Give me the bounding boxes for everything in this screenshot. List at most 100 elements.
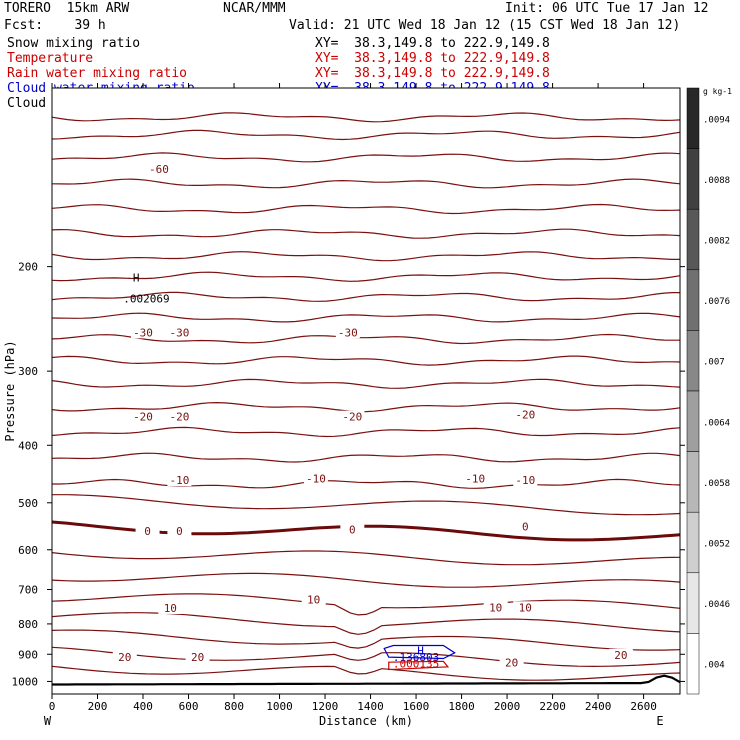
plot-frame — [51, 87, 681, 695]
header-init: Init: 06 UTC Tue 17 Jan 12 — [505, 1, 709, 16]
legend-field-xy: XY= 38.3,149.8 to 222.9,149.8 — [315, 51, 550, 66]
cloud-water-contour — [383, 644, 456, 660]
isotherm-line — [51, 646, 681, 668]
colorbar-tick-label: .0082 — [703, 237, 730, 247]
isotherm-label: -20 — [515, 409, 535, 422]
x-tick-label: 1600 — [403, 700, 430, 713]
plot-area — [52, 88, 680, 694]
legend-field-name: Temperature — [7, 51, 94, 66]
isotherm-label-bg — [112, 651, 137, 664]
y-tick-label: 900 — [18, 648, 38, 661]
isotherm-line — [51, 629, 681, 651]
isotherm-line — [52, 478, 681, 489]
colorbar-swatch — [686, 148, 700, 210]
isotherm-label: -20 — [133, 411, 153, 424]
colorbar-tick-label: .007 — [703, 358, 725, 368]
isotherm-label-bg — [131, 326, 156, 339]
isotherm-line — [51, 452, 681, 463]
isotherm-label: 20 — [191, 651, 204, 664]
isotherm-line — [51, 333, 680, 345]
y-tick-label: 1000 — [12, 675, 39, 688]
isotherm-line — [51, 178, 681, 189]
isotherm-line — [51, 228, 681, 239]
west-label: W — [44, 714, 52, 728]
isotherm-label-bg — [135, 525, 160, 538]
x-tick-label: 2000 — [494, 700, 521, 713]
isotherm-label: 20 — [118, 651, 131, 664]
x-tick-label: 2600 — [630, 700, 657, 713]
isotherm-line — [51, 251, 680, 262]
isotherm-label: 0 — [522, 520, 529, 533]
isotherm-line — [51, 355, 681, 366]
x-tick-label: 600 — [179, 700, 199, 713]
isotherm-label: -30 — [133, 326, 153, 339]
isotherm-label-bg — [301, 593, 326, 606]
isotherm-label-bg — [185, 651, 210, 664]
extremum-annotation: .136803 — [393, 651, 439, 664]
isotherm-label-bg — [513, 408, 538, 421]
isotherm-label: -30 — [169, 326, 189, 339]
x-tick-label: 1200 — [312, 700, 339, 713]
colorbar-tick-label: .0046 — [703, 600, 730, 610]
x-tick-label: 1400 — [357, 700, 384, 713]
isotherm-line — [51, 129, 681, 141]
colorbar-swatch — [686, 390, 700, 452]
header-fcst: Fcst: 39 h — [4, 18, 106, 33]
extremum-annotation: H — [417, 644, 424, 657]
x-tick-label: 1800 — [448, 700, 475, 713]
isotherm-label-bg — [167, 525, 192, 538]
isotherm-label: 0 — [144, 525, 151, 538]
header-model: TORERO 15km ARW — [4, 1, 130, 16]
y-tick-label: 400 — [18, 439, 38, 452]
isotherm-line — [52, 494, 681, 516]
isotherm-label-bg — [608, 648, 633, 661]
isotherm-label: -10 — [306, 472, 326, 485]
isotherm-label: 0 — [349, 524, 356, 537]
x-axis-label: Distance (km) — [319, 714, 413, 728]
legend-field-name: Snow mixing ratio — [7, 36, 141, 51]
isotherm-line — [51, 665, 681, 681]
colorbar-swatch — [686, 633, 700, 695]
colorbar-unit: g kg-1 — [703, 87, 732, 96]
isotherm-label-bg — [513, 520, 538, 533]
y-tick-label: 500 — [18, 497, 38, 510]
colorbar-swatch — [686, 208, 700, 271]
colorbar-swatch — [686, 269, 700, 331]
colorbar-tick-label: .0064 — [703, 418, 730, 428]
y-axis-label: Pressure (hPa) — [3, 340, 17, 441]
x-tick-label: 1000 — [266, 700, 293, 713]
isotherm-line — [51, 426, 681, 438]
y-tick-label: 300 — [18, 365, 38, 378]
colorbar-swatch — [686, 511, 700, 574]
isotherm-label-bg — [303, 472, 328, 485]
terrain-surface-line — [52, 674, 681, 686]
rain-water-contour — [388, 660, 450, 671]
x-tick-label: 800 — [224, 700, 244, 713]
isotherm-line — [51, 203, 681, 215]
isotherm-label: -10 — [515, 474, 535, 487]
x-tick-label: 400 — [133, 700, 153, 713]
extremum-annotation: .000135 — [393, 658, 439, 671]
isotherm-line — [51, 271, 681, 282]
y-tick-label: 800 — [18, 618, 38, 631]
x-tick-label: 0 — [49, 700, 56, 713]
isotherm-line — [51, 550, 681, 566]
isotherm-label: 10 — [307, 593, 320, 606]
legend-field-xy: XY= 38.3,149.8 to 222.9,149.8 — [315, 36, 550, 51]
x-tick-label: 200 — [88, 700, 108, 713]
isotherm-line — [51, 112, 681, 123]
isotherm-label-bg — [463, 472, 488, 485]
extremum-annotation: H — [133, 272, 140, 285]
east-label: E — [656, 714, 663, 728]
isotherm-label: 20 — [505, 657, 518, 670]
colorbar-swatch — [686, 87, 700, 149]
isotherm-label-bg — [158, 601, 183, 614]
extremum-annotation: .002069 — [123, 293, 169, 306]
y-tick-label: 600 — [18, 544, 38, 557]
isotherm-label: -60 — [149, 163, 169, 176]
isotherm-line — [51, 612, 681, 635]
isotherm-label: 10 — [164, 602, 177, 615]
isotherm-label-bg — [483, 601, 508, 614]
colorbar-tick-label: .0094 — [703, 115, 730, 125]
